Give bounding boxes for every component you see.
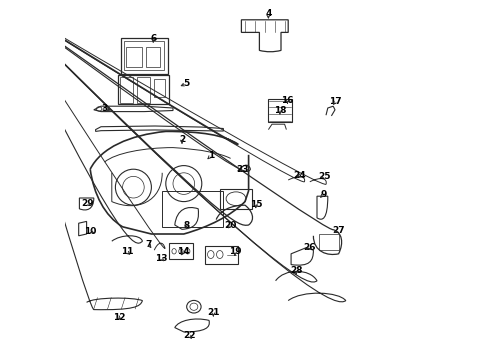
Text: 16: 16 (281, 96, 294, 105)
Text: 6: 6 (150, 34, 156, 43)
Text: 28: 28 (290, 266, 302, 275)
Bar (269, 99, 292, 122)
Bar (126, 47, 143, 67)
Text: 13: 13 (155, 254, 168, 263)
Bar (154, 79, 165, 97)
Text: 2: 2 (179, 135, 185, 144)
Text: 8: 8 (183, 220, 190, 230)
Bar (121, 38, 168, 74)
Text: 22: 22 (183, 331, 196, 340)
Bar (220, 189, 252, 209)
Text: 14: 14 (177, 247, 190, 256)
Text: 24: 24 (294, 171, 306, 180)
Text: 12: 12 (113, 313, 125, 322)
Bar (124, 41, 164, 70)
Text: 25: 25 (318, 172, 330, 181)
Text: 9: 9 (320, 190, 327, 199)
Text: 19: 19 (229, 248, 241, 256)
Text: 20: 20 (224, 220, 237, 230)
Text: 29: 29 (81, 199, 94, 208)
Text: 1: 1 (208, 152, 214, 161)
Bar (205, 246, 238, 264)
Text: 3: 3 (101, 104, 108, 113)
Text: 15: 15 (249, 200, 262, 209)
Bar (118, 75, 169, 104)
Text: 21: 21 (207, 308, 220, 317)
Bar (170, 243, 193, 259)
Bar (319, 234, 339, 250)
Text: 7: 7 (146, 240, 152, 248)
Text: 11: 11 (121, 248, 133, 256)
Text: 4: 4 (265, 9, 271, 18)
Text: 18: 18 (274, 107, 286, 116)
Bar (137, 77, 149, 103)
Bar (146, 47, 160, 67)
Text: 26: 26 (303, 243, 316, 252)
Bar (162, 191, 223, 227)
Text: 27: 27 (332, 226, 345, 235)
Bar (120, 77, 133, 103)
Text: 5: 5 (184, 79, 190, 88)
Text: 10: 10 (84, 227, 97, 236)
Text: 23: 23 (236, 165, 249, 174)
Text: 17: 17 (329, 97, 342, 106)
